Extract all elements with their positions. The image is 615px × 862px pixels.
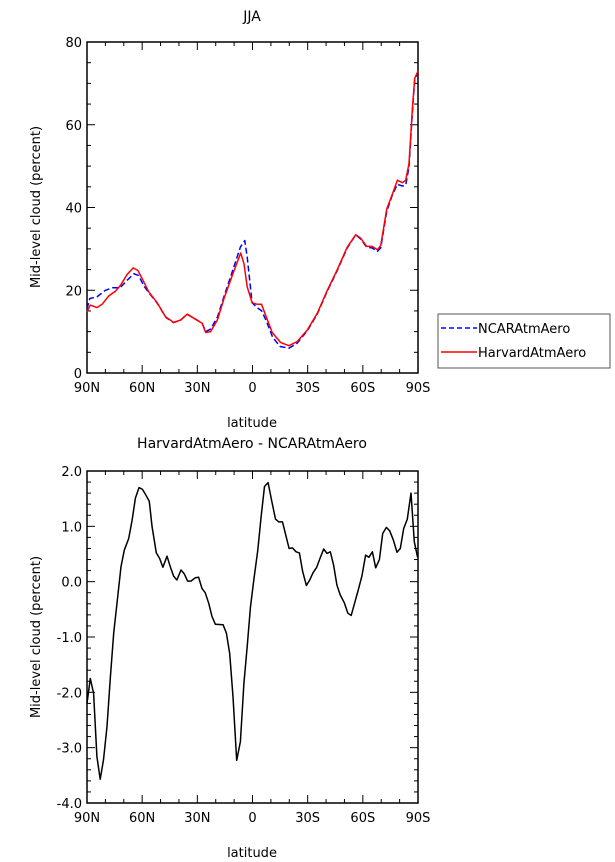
bottom-chart-title: HarvardAtmAero - NCARAtmAero <box>137 436 367 452</box>
top-y-axis-label: Mid-level cloud (percent) <box>29 126 44 288</box>
bottom-x-tick-label: 60S <box>350 811 375 826</box>
top-chart-title: JJA <box>242 9 261 25</box>
top-y-tick-label: 40 <box>65 202 82 217</box>
top-x-axis-label: latitude <box>227 416 277 431</box>
top-x-tick-label: 60S <box>350 381 375 396</box>
bottom-plot-frame <box>86 470 419 804</box>
bottom-y-tick-label: 0.0 <box>61 576 82 591</box>
bottom-x-axis-label: latitude <box>227 846 277 861</box>
legend-box <box>437 313 611 369</box>
top-y-tick-label: 0 <box>74 367 82 382</box>
top-x-tick-label: 60N <box>129 381 155 396</box>
top-x-tick-label: 30S <box>295 381 320 396</box>
top-x-tick-label: 0 <box>248 381 256 396</box>
legend: NCARAtmAero HarvardAtmAero <box>437 313 611 369</box>
bottom-x-tick-label: 60N <box>129 811 155 826</box>
bottom-y-tick-label: -2.0 <box>57 686 82 701</box>
bottom-y-tick-label: 2.0 <box>61 465 82 480</box>
top-series-ncaratmaero-line <box>86 71 419 349</box>
bottom-y-tick-label: -4.0 <box>57 797 82 812</box>
bottom-y-axis-label: Mid-level cloud (percent) <box>29 556 44 718</box>
bottom-y-tick-label: -3.0 <box>57 742 82 757</box>
top-y-tick-label: 20 <box>65 284 82 299</box>
top-plot-frame <box>86 41 419 374</box>
top-x-tick-label: 90N <box>74 381 100 396</box>
bottom-series-difference-line <box>86 481 419 780</box>
bottom-y-tick-label: -1.0 <box>57 631 82 646</box>
top-y-tick-label: 80 <box>65 36 82 51</box>
top-x-tick-label: 30N <box>184 381 210 396</box>
legend-label-ncar: NCARAtmAero <box>478 322 570 337</box>
bottom-y-tick-label: 1.0 <box>61 520 82 535</box>
bottom-x-tick-label: 90N <box>74 811 100 826</box>
top-y-tick-label: 60 <box>65 119 82 134</box>
bottom-x-tick-label: 30S <box>295 811 320 826</box>
top-series-harvardatmaero-line <box>86 70 419 347</box>
bottom-x-tick-label: 90S <box>406 811 431 826</box>
legend-label-harvard: HarvardAtmAero <box>478 346 586 361</box>
top-x-tick-label: 90S <box>406 381 431 396</box>
bottom-x-tick-label: 0 <box>248 811 256 826</box>
bottom-x-tick-label: 30N <box>184 811 210 826</box>
